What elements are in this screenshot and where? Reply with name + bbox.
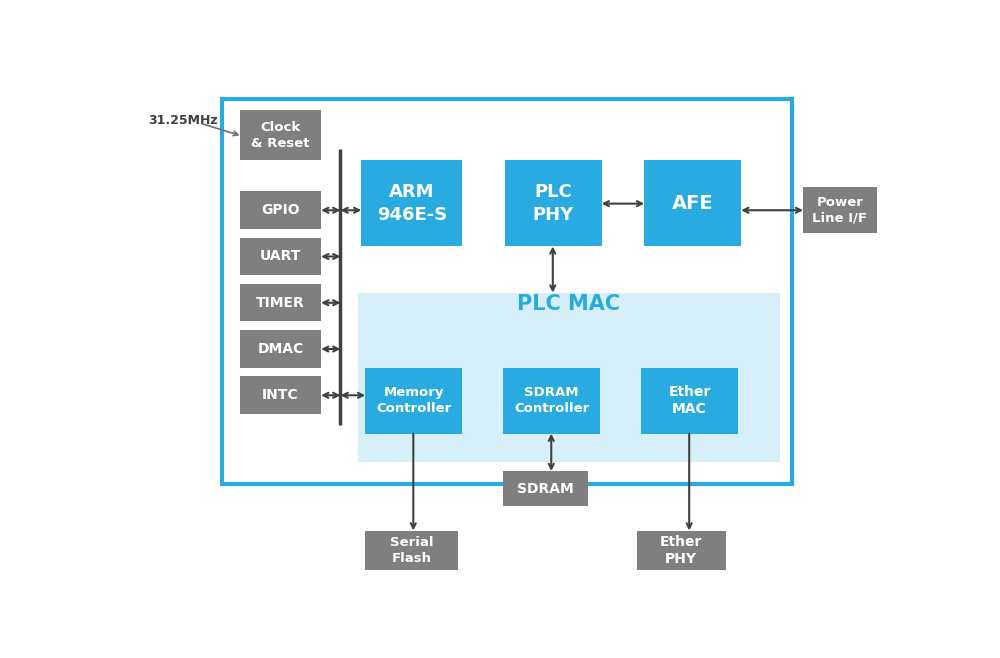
Bar [222, 99, 792, 484]
Text: ARM
946E-S: ARM 946E-S [377, 184, 447, 224]
Bar [503, 471, 588, 506]
Text: PLC
PHY: PLC PHY [533, 184, 574, 224]
Bar [505, 161, 602, 246]
Text: PLC MAC: PLC MAC [517, 293, 620, 314]
Bar [803, 187, 877, 233]
Bar [503, 368, 600, 434]
Text: UART: UART [260, 249, 301, 263]
Text: GPIO: GPIO [261, 203, 300, 217]
Bar [240, 376, 321, 414]
Text: SDRAM
Controller: SDRAM Controller [514, 386, 589, 415]
Text: DMAC: DMAC [257, 342, 304, 356]
Text: AFE: AFE [672, 194, 714, 213]
Text: Ether
PHY: Ether PHY [660, 535, 702, 566]
Bar [358, 293, 780, 463]
Bar [644, 161, 741, 246]
Bar [240, 110, 321, 161]
Text: TIMER: TIMER [256, 295, 305, 309]
Text: 31.25MHz: 31.25MHz [148, 114, 218, 127]
Bar [240, 238, 321, 275]
Text: SDRAM: SDRAM [517, 482, 574, 495]
Bar [641, 368, 738, 434]
Text: Memory
Controller: Memory Controller [376, 386, 451, 415]
Text: Power
Line I/F: Power Line I/F [812, 195, 867, 224]
Bar [365, 368, 462, 434]
Text: INTC: INTC [262, 388, 299, 402]
Text: Serial
Flash: Serial Flash [390, 536, 434, 565]
Bar [240, 191, 321, 229]
Bar [637, 530, 726, 570]
Bar [240, 330, 321, 368]
Text: Clock
& Reset: Clock & Reset [251, 120, 310, 149]
Text: Ether
MAC: Ether MAC [668, 385, 711, 417]
Bar [365, 530, 458, 570]
Bar [361, 161, 462, 246]
Bar [240, 284, 321, 321]
